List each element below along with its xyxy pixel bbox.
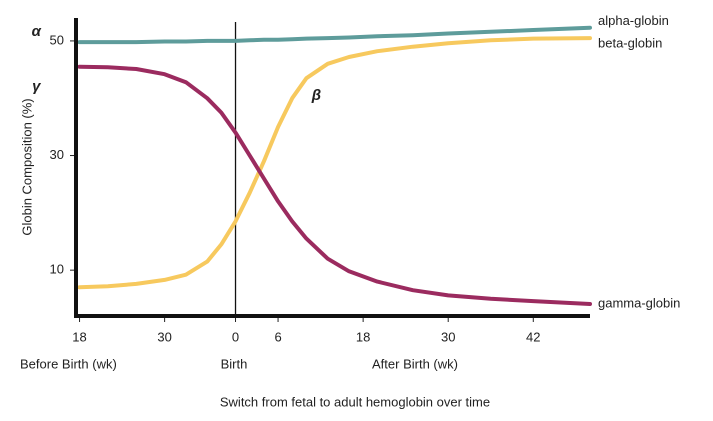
series-label: beta-globin — [598, 35, 662, 50]
x-tick-label: 18 — [356, 329, 370, 344]
series-label: alpha-globin — [598, 13, 669, 28]
series-symbol: β — [311, 87, 321, 104]
x-tick-label: 30 — [157, 329, 171, 344]
x-tick-label: 42 — [526, 329, 540, 344]
x-group-label: After Birth (wk) — [372, 356, 458, 371]
y-tick-label: 50 — [50, 32, 64, 47]
series-label: gamma-globin — [598, 295, 680, 310]
series-line — [77, 36, 592, 290]
x-tick-label: 18 — [72, 329, 86, 344]
x-group-label: Before Birth (wk) — [20, 356, 117, 371]
y-tick-label: 10 — [50, 262, 64, 277]
y-axis-label: Globin Composition (%) — [19, 98, 34, 235]
series-symbol: α — [32, 23, 42, 40]
x-tick-label: 6 — [274, 329, 281, 344]
y-tick-label: 30 — [50, 147, 64, 162]
series-line — [77, 64, 592, 306]
x-tick-label: 30 — [441, 329, 455, 344]
chart-title: Switch from fetal to adult hemoglobin ov… — [220, 394, 490, 409]
x-group-label: Birth — [221, 356, 248, 371]
series-symbol: γ — [32, 78, 42, 95]
x-tick-label: 0 — [232, 329, 239, 344]
series-line — [77, 25, 592, 45]
